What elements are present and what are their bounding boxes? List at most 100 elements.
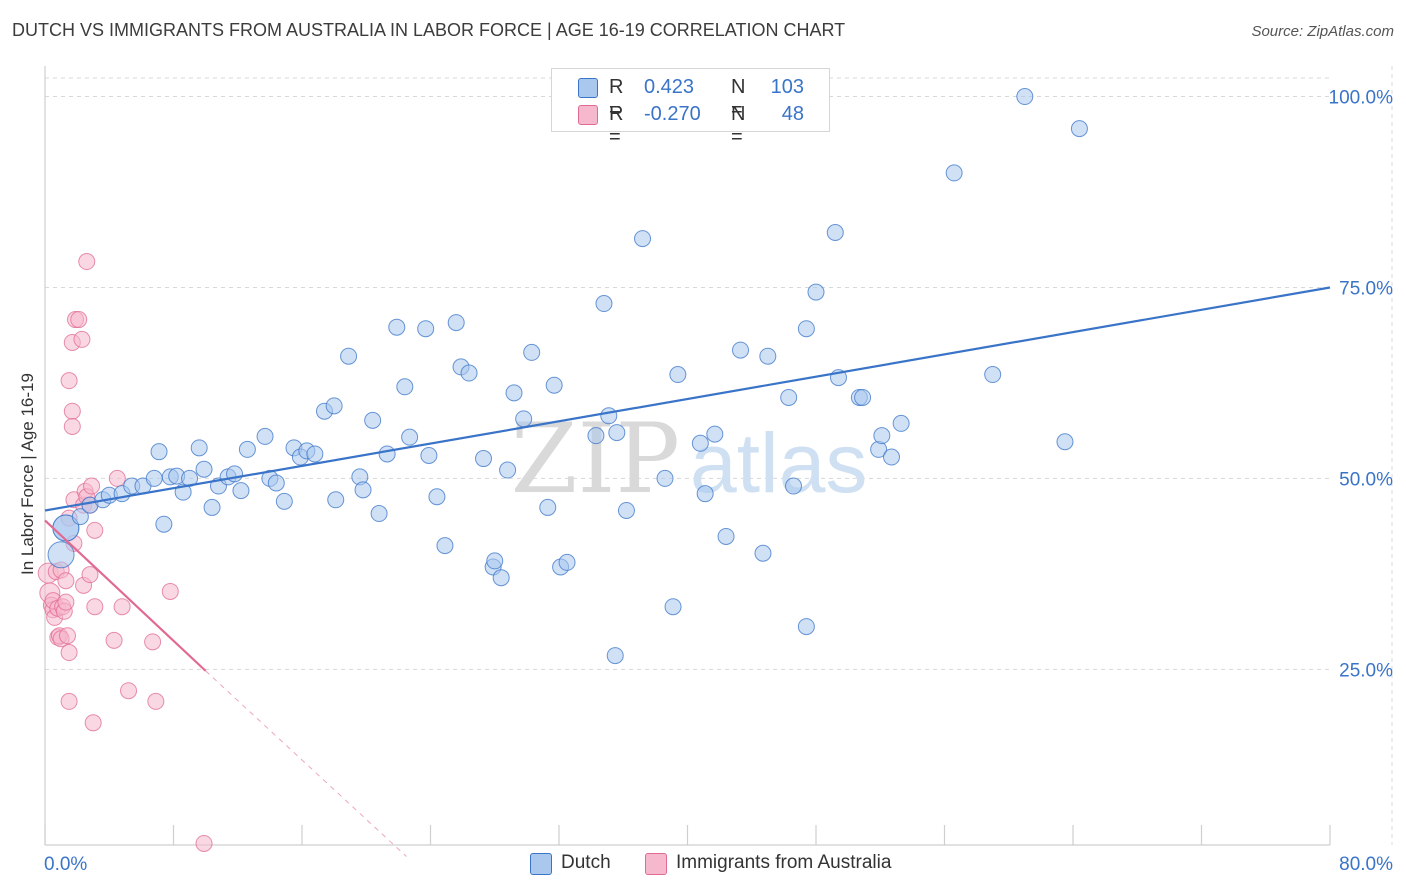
legend-n-value: 103	[770, 76, 804, 98]
dutch-point	[155, 515, 173, 533]
dutch-point	[892, 414, 910, 432]
legend-r-label: R =	[609, 76, 624, 121]
australia-point	[78, 253, 96, 271]
dutch-point	[797, 618, 815, 636]
dutch-point	[195, 460, 213, 478]
x-tick-labels: 0.0% 80.0%	[44, 854, 1393, 875]
dutch-swatch-icon	[578, 78, 598, 98]
trend-lines	[44, 286, 1331, 857]
dutch-point	[460, 364, 478, 382]
dutch-point	[340, 347, 358, 365]
australia-point	[63, 402, 81, 420]
dutch-point	[807, 283, 825, 301]
dutch-swatch-icon	[530, 853, 552, 875]
dutch-point	[587, 427, 605, 445]
dutch-trend-line	[44, 286, 1331, 512]
australia-point	[120, 682, 138, 700]
correlation-legend: R = 0.423 N = 103 R = -0.270 N = 48	[551, 68, 830, 148]
legend-r-value: -0.270	[644, 103, 701, 125]
dutch-point	[558, 553, 576, 571]
dutch-point	[499, 461, 517, 479]
dutch-point	[780, 388, 798, 406]
y-tick-label: 50.0%	[1339, 469, 1393, 490]
australia-point	[144, 633, 162, 651]
x-tick-label: 0.0%	[44, 854, 87, 875]
dutch-point	[754, 544, 772, 562]
dutch-point	[354, 481, 372, 499]
legend-label-dutch: Dutch	[561, 852, 611, 873]
australia-point	[86, 521, 104, 539]
dutch-point	[203, 498, 221, 516]
australia-swatch-icon	[578, 105, 598, 125]
dutch-point	[797, 320, 815, 338]
dutch-point	[691, 434, 709, 452]
dutch-point	[436, 537, 454, 555]
dutch-point	[1016, 88, 1034, 106]
dutch-point	[984, 366, 1002, 384]
y-tick-labels: 25.0% 50.0% 75.0% 100.0%	[1329, 88, 1394, 682]
australia-point	[60, 644, 78, 662]
legend-n-label: N =	[731, 103, 746, 148]
dutch-point	[275, 492, 293, 510]
dutch-point	[505, 384, 523, 402]
dutch-point	[327, 491, 345, 509]
dutch-point	[634, 230, 652, 248]
australia-point	[58, 627, 76, 645]
dutch-point	[486, 552, 504, 570]
dutch-point	[71, 508, 89, 526]
dutch-point	[523, 343, 541, 361]
source-label: Source: ZipAtlas.com	[1251, 23, 1394, 40]
dutch-point	[256, 427, 274, 445]
australia-point	[108, 469, 126, 487]
dutch-point	[232, 482, 250, 500]
dutch-point	[873, 427, 891, 445]
x-tick-label: 80.0%	[1339, 854, 1393, 875]
australia-trend-line	[44, 519, 207, 672]
dutch-point	[150, 443, 168, 461]
dutch-point	[388, 318, 406, 336]
axes	[44, 66, 1331, 846]
dutch-point	[1056, 433, 1074, 451]
dutch-point	[656, 469, 674, 487]
australia-point	[84, 714, 102, 732]
dutch-point	[717, 527, 735, 545]
y-tick-label: 25.0%	[1339, 660, 1393, 681]
legend-r-value: 0.423	[644, 76, 695, 98]
dutch-point	[545, 376, 563, 394]
dutch-point	[732, 341, 750, 359]
dutch-point	[664, 598, 682, 616]
dutch-point	[706, 425, 724, 443]
australia-swatch-icon	[645, 853, 667, 875]
australia-point	[57, 572, 75, 590]
dutch-point	[145, 469, 163, 487]
dutch-point	[238, 440, 256, 458]
dutch-point	[47, 541, 75, 569]
australia-point	[70, 311, 88, 329]
dutch-point	[945, 164, 963, 182]
dutch-point	[696, 485, 714, 503]
y-tick-label: 100.0%	[1329, 88, 1394, 109]
australia-point	[57, 593, 75, 611]
dutch-point	[515, 410, 533, 428]
y-tick-label: 75.0%	[1339, 278, 1393, 299]
australia-point	[113, 598, 131, 616]
dutch-point	[759, 347, 777, 365]
dutch-point	[325, 397, 343, 415]
series-dutch-points	[47, 88, 1088, 665]
dutch-point	[669, 366, 687, 384]
dutch-point	[1070, 120, 1088, 138]
dutch-point	[420, 447, 438, 464]
australia-point	[147, 692, 165, 710]
dutch-point	[854, 388, 872, 406]
dutch-point	[364, 411, 382, 429]
legend-n-label: N =	[731, 76, 746, 121]
y-axis-label: In Labor Force | Age 16-19	[18, 373, 37, 575]
dutch-point	[370, 505, 388, 523]
dutch-point	[539, 498, 557, 516]
australia-point	[63, 417, 81, 435]
australia-point	[73, 330, 91, 348]
australia-point	[195, 834, 213, 852]
australia-point	[83, 477, 101, 495]
dutch-point	[492, 569, 510, 587]
